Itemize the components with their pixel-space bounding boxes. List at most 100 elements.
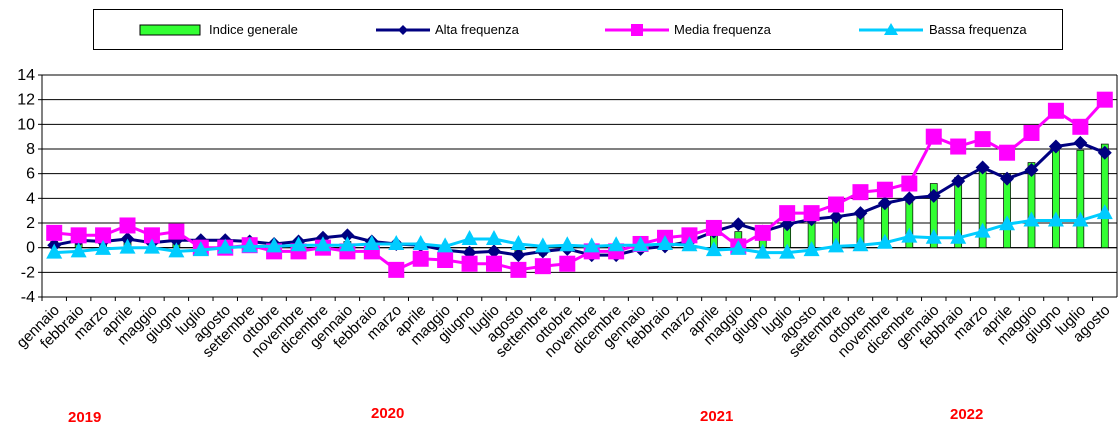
- point-diamond: [853, 206, 868, 221]
- point-triangle: [632, 236, 649, 252]
- point-diamond: [340, 228, 355, 243]
- point-triangle: [828, 237, 845, 253]
- point-triangle: [266, 237, 283, 253]
- y-tick-label: -2: [21, 264, 35, 281]
- point-square: [901, 175, 918, 192]
- point-triangle: [290, 236, 307, 252]
- point-triangle: [192, 241, 209, 257]
- point-square: [70, 227, 87, 244]
- point-square: [1096, 91, 1113, 108]
- point-square: [46, 224, 63, 241]
- point-square: [412, 250, 429, 267]
- y-tick-label: -4: [21, 289, 35, 306]
- point-triangle: [705, 241, 722, 257]
- point-square: [95, 227, 112, 244]
- point-triangle: [754, 243, 771, 259]
- y-tick-label: 2: [26, 215, 35, 232]
- point-diamond: [511, 248, 526, 263]
- point-square: [510, 261, 527, 278]
- point-triangle: [119, 238, 136, 254]
- point-diamond: [486, 244, 501, 259]
- point-triangle: [168, 242, 185, 258]
- bar: [1052, 148, 1060, 249]
- point-triangle: [241, 237, 258, 253]
- point-diamond: [1097, 145, 1112, 160]
- point-square: [779, 205, 796, 222]
- point-triangle: [901, 227, 918, 243]
- y-tick-label: 14: [17, 67, 35, 84]
- point-triangle: [388, 234, 405, 250]
- point-triangle: [803, 241, 820, 257]
- point-square: [950, 138, 967, 155]
- point-triangle: [730, 239, 747, 255]
- point-square: [168, 223, 185, 240]
- point-diamond: [951, 174, 966, 189]
- point-triangle: [461, 230, 478, 246]
- point-triangle: [70, 242, 87, 258]
- point-triangle: [925, 228, 942, 244]
- point-diamond: [1000, 171, 1015, 186]
- year-label-2021: 2021: [700, 408, 734, 425]
- point-diamond: [926, 188, 941, 203]
- point-square: [1023, 124, 1040, 141]
- triangle-line-icon: [859, 23, 923, 35]
- point-square: [559, 255, 576, 272]
- point-square: [119, 217, 136, 234]
- point-square: [876, 181, 893, 198]
- bar: [1100, 143, 1109, 249]
- point-triangle: [876, 233, 893, 249]
- point-triangle: [999, 215, 1016, 231]
- point-triangle: [437, 237, 454, 253]
- point-square: [437, 252, 454, 268]
- point-square: [681, 227, 698, 244]
- legend-label: Bassa frequenza: [929, 22, 1027, 37]
- y-tick-label: 6: [26, 166, 35, 183]
- point-square: [754, 224, 771, 241]
- point-triangle: [657, 234, 674, 250]
- point-square: [1072, 118, 1089, 135]
- y-tick-label: 4: [26, 190, 35, 207]
- legend: Indice generale Alta frequenza Media fre…: [93, 9, 1063, 50]
- point-square: [388, 261, 405, 278]
- point-triangle: [1096, 204, 1113, 220]
- point-square: [461, 255, 478, 272]
- point-diamond: [877, 196, 892, 211]
- point-triangle: [1047, 211, 1064, 227]
- point-square: [803, 205, 820, 222]
- point-diamond: [1073, 135, 1088, 150]
- point-triangle: [779, 243, 796, 259]
- y-tick-label: 0: [26, 240, 35, 257]
- bar: [1027, 162, 1036, 249]
- square-line-icon: [605, 24, 669, 36]
- year-label-2020: 2020: [371, 405, 405, 422]
- point-triangle: [1072, 211, 1089, 227]
- point-triangle: [534, 237, 551, 253]
- bar: [929, 183, 938, 249]
- point-triangle: [681, 236, 698, 252]
- point-square: [534, 258, 551, 275]
- point-triangle: [95, 239, 112, 255]
- point-triangle: [1023, 211, 1040, 227]
- point-diamond: [829, 209, 844, 224]
- point-square: [828, 196, 845, 213]
- point-triangle: [314, 236, 331, 252]
- point-diamond: [1024, 162, 1039, 177]
- y-tick-label: 12: [17, 92, 35, 109]
- point-square: [143, 227, 160, 244]
- point-triangle: [217, 238, 234, 254]
- point-diamond: [731, 217, 746, 232]
- diamond-line-icon: [376, 25, 430, 35]
- legend-label: Media frequenza: [674, 22, 771, 37]
- point-triangle: [510, 234, 527, 250]
- point-square: [852, 184, 869, 201]
- point-square: [485, 255, 502, 272]
- point-square: [1047, 102, 1064, 119]
- point-diamond: [975, 160, 990, 175]
- point-triangle: [852, 236, 869, 252]
- bar: [1076, 149, 1085, 249]
- y-tick-label: 10: [17, 116, 35, 133]
- point-diamond: [1048, 139, 1063, 154]
- bar-swatch-icon: [139, 24, 201, 36]
- point-square: [705, 219, 722, 236]
- point-square: [974, 131, 991, 148]
